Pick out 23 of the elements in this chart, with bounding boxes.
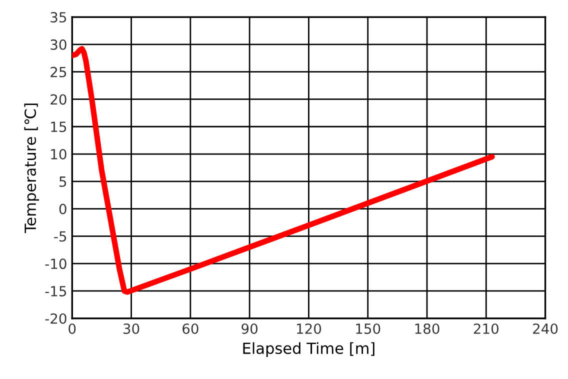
x-tick-label: 210 bbox=[474, 323, 498, 334]
x-tick-label: 0 bbox=[68, 323, 76, 334]
x-tick-label: 120 bbox=[296, 323, 322, 334]
x-tick-label: 180 bbox=[415, 323, 440, 334]
x-tick-label: 90 bbox=[242, 323, 258, 334]
x-tick-label: 240 bbox=[533, 323, 558, 334]
y-tick-label: 10 bbox=[51, 148, 66, 160]
x-tick-label: 60 bbox=[182, 323, 198, 334]
y-tick-label: 5 bbox=[60, 176, 66, 187]
x-tick-label: 150 bbox=[356, 323, 380, 334]
y-tick-label: -20 bbox=[45, 313, 66, 324]
x-tick-label: 30 bbox=[124, 323, 140, 334]
y-tick-label: -5 bbox=[54, 231, 66, 242]
y-tick-label: -10 bbox=[45, 258, 66, 270]
y-tick-label: 20 bbox=[50, 94, 66, 105]
y-tick-label: 15 bbox=[51, 122, 66, 132]
y-tick-label: -15 bbox=[45, 286, 66, 296]
x-axis-title: Elapsed Time [m] bbox=[243, 342, 374, 358]
y-tick-label: 30 bbox=[50, 39, 66, 50]
y-tick-label: 0 bbox=[59, 204, 66, 214]
y-tick-label: 35 bbox=[50, 12, 66, 23]
y-tick-label: 25 bbox=[50, 66, 66, 78]
y-axis-title: Temperature [℃] bbox=[24, 104, 40, 234]
